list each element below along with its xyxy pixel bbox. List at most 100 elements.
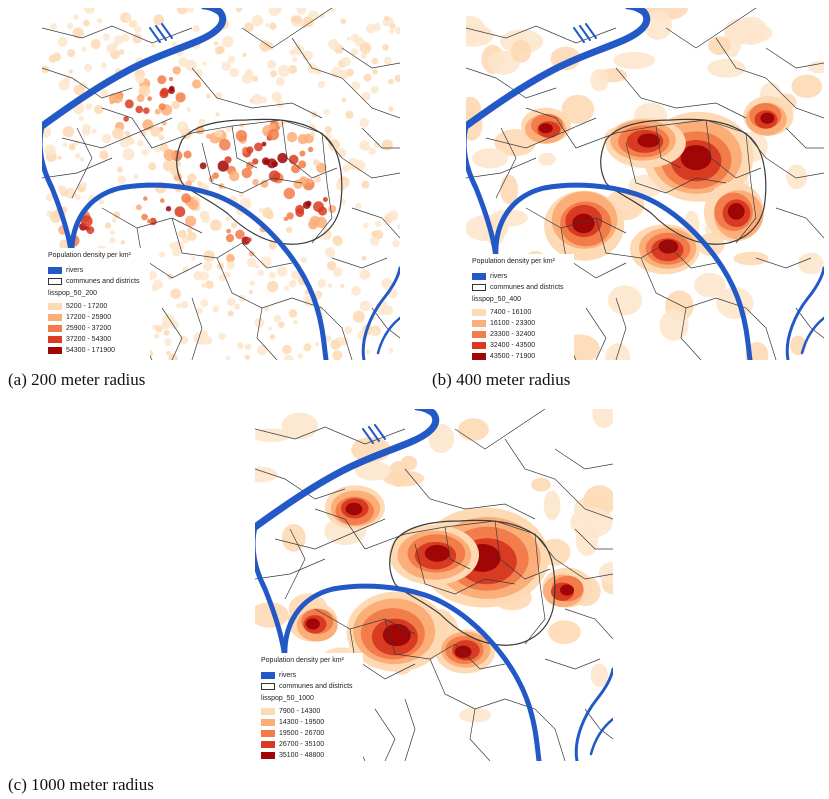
commune-boundary	[216, 257, 293, 309]
density-blob	[148, 270, 157, 280]
river-seine-west	[42, 123, 75, 261]
density-blob	[269, 123, 276, 131]
commune-boundary	[615, 297, 627, 360]
density-blob	[264, 306, 270, 312]
commune-boundary	[560, 227, 627, 279]
density-blob	[187, 199, 199, 210]
density-blob	[270, 70, 278, 78]
legend-class-4: 26700 - 35100	[261, 739, 358, 750]
legend-class-5: 43500 - 71900	[472, 351, 569, 360]
density-blob	[295, 204, 305, 215]
density-blob	[120, 240, 126, 245]
commune-boundary	[404, 468, 536, 520]
commune-boundary	[640, 257, 717, 309]
commune-boundary	[429, 658, 506, 710]
river-seine-north	[42, 8, 227, 130]
class-label-4: 26700 - 35100	[279, 741, 325, 748]
density-blob	[155, 325, 163, 333]
density-blob	[305, 200, 312, 207]
rivers	[466, 8, 824, 360]
commune-boundary	[665, 242, 717, 269]
density-blob	[322, 229, 332, 239]
density-blob	[359, 117, 370, 128]
river-docks	[362, 424, 386, 444]
density-blob	[261, 141, 267, 147]
density-blob	[570, 507, 613, 538]
density-blob	[171, 100, 180, 110]
density-blob	[428, 423, 455, 454]
density-blob	[277, 152, 288, 164]
density-blob	[135, 105, 143, 114]
rivers	[42, 8, 400, 360]
commune-boundary	[101, 107, 153, 149]
density-blob	[278, 321, 285, 329]
density-blob	[289, 49, 296, 56]
density-blob	[202, 61, 207, 66]
commune-boundary	[485, 117, 597, 149]
density-blob	[170, 288, 181, 300]
density-blob	[324, 126, 332, 134]
density-blob	[235, 130, 248, 142]
density-blob	[370, 85, 379, 94]
density-blob	[112, 92, 123, 104]
class-swatch-2	[261, 719, 275, 726]
density-blob	[251, 14, 264, 27]
commune-boundary	[504, 438, 613, 520]
density-blob	[254, 264, 260, 269]
density-blob	[382, 470, 425, 487]
legend-rivers-item: rivers	[472, 271, 569, 282]
class-label-5: 54300 - 171900	[66, 347, 116, 354]
density-blob	[330, 8, 336, 13]
class-swatch-5	[261, 752, 275, 759]
density-blob	[177, 121, 189, 133]
density-blob	[297, 353, 304, 359]
density-blob	[49, 211, 62, 223]
legend-class-2: 14300 - 19500	[261, 717, 358, 728]
density-blob	[266, 280, 279, 293]
density-blob	[221, 61, 231, 71]
density-blob	[186, 107, 192, 112]
density-blob	[246, 257, 257, 268]
density-blob	[58, 185, 63, 190]
density-blob	[248, 250, 255, 257]
density-blob	[255, 602, 289, 628]
density-blob	[147, 96, 152, 102]
density-blob	[226, 261, 235, 270]
density-blob	[163, 149, 176, 161]
density-blob	[214, 46, 223, 55]
density-blob	[219, 138, 231, 151]
commune-boundary	[274, 518, 386, 550]
river-seine-north	[466, 8, 651, 130]
density-blob	[351, 286, 361, 296]
commune-boundary	[101, 207, 203, 234]
commune-boundary	[374, 708, 396, 761]
density-blob	[118, 49, 125, 55]
commune-boundary	[585, 307, 607, 360]
density-blob	[327, 283, 333, 289]
legend-communes-label: communes and districts	[490, 284, 564, 291]
density-blob	[57, 36, 68, 47]
commune-boundary	[795, 307, 824, 339]
density-blob	[257, 269, 265, 277]
communes-swatch	[48, 278, 62, 285]
density-blob	[472, 148, 508, 169]
density-blob	[205, 280, 214, 289]
density-blob	[347, 158, 360, 170]
rivers	[255, 409, 613, 761]
density-blob	[164, 338, 172, 346]
legend-communes-item: communes and districts	[48, 276, 145, 287]
density-blob	[48, 54, 57, 63]
commune-boundary	[414, 543, 516, 595]
density-contour	[760, 112, 775, 124]
density-blob	[150, 126, 161, 137]
class-label-5: 43500 - 71900	[490, 353, 536, 360]
density-blob	[235, 229, 245, 240]
density-blob	[99, 150, 109, 160]
density-blob	[282, 344, 292, 355]
density-contour	[382, 623, 411, 647]
density-blob	[260, 179, 269, 188]
legend-communes-label: communes and districts	[279, 683, 353, 690]
density-blob	[256, 344, 268, 356]
density-blob	[260, 96, 268, 104]
commune-boundary	[615, 67, 747, 119]
